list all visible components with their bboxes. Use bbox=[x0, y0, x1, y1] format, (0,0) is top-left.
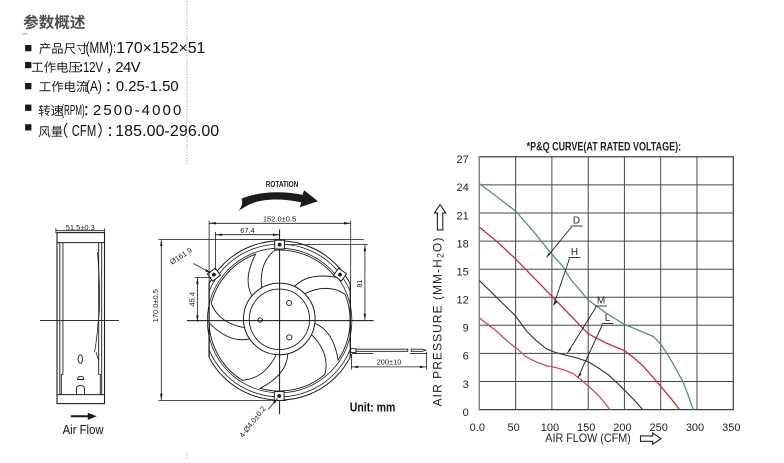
svg-text:200±10: 200±10 bbox=[377, 357, 402, 366]
svg-text:12: 12 bbox=[457, 295, 469, 307]
svg-text:6: 6 bbox=[463, 351, 469, 363]
svg-text:300: 300 bbox=[686, 422, 704, 434]
svg-text:21: 21 bbox=[457, 210, 469, 222]
svg-text:250: 250 bbox=[650, 422, 668, 434]
svg-text:24V: 24V bbox=[115, 59, 140, 76]
svg-text:100: 100 bbox=[541, 422, 559, 434]
svg-text:0.25-1.50: 0.25-1.50 bbox=[116, 78, 179, 95]
svg-text:27: 27 bbox=[457, 154, 469, 166]
svg-text:150: 150 bbox=[577, 422, 595, 434]
svg-text:(MM):: (MM): bbox=[86, 40, 117, 57]
svg-text:2500-4000: 2500-4000 bbox=[93, 102, 181, 119]
svg-text:(RPM): (RPM) bbox=[61, 102, 84, 119]
svg-text:152.0±0.5: 152.0±0.5 bbox=[263, 215, 296, 224]
svg-text:81: 81 bbox=[355, 279, 364, 287]
svg-text:0.0: 0.0 bbox=[470, 422, 485, 434]
svg-text:50: 50 bbox=[507, 422, 519, 434]
svg-text:18: 18 bbox=[457, 238, 469, 250]
svg-text:200: 200 bbox=[613, 422, 631, 434]
svg-text:185.00-296.00: 185.00-296.00 bbox=[115, 123, 219, 140]
svg-text:4-Ø4.0±0.2: 4-Ø4.0±0.2 bbox=[237, 404, 267, 439]
svg-text:51.5±0.3: 51.5±0.3 bbox=[66, 223, 95, 232]
svg-text:15: 15 bbox=[457, 267, 469, 279]
svg-text:Ø161.9: Ø161.9 bbox=[168, 246, 194, 267]
svg-text:Unit: mm: Unit: mm bbox=[350, 400, 396, 414]
svg-text:45.4: 45.4 bbox=[187, 292, 196, 307]
svg-text:24: 24 bbox=[457, 182, 469, 194]
svg-text:D: D bbox=[573, 216, 580, 227]
svg-text:3: 3 bbox=[463, 379, 469, 391]
svg-text:ROTATION: ROTATION bbox=[266, 180, 299, 189]
svg-text:Air Flow: Air Flow bbox=[63, 422, 105, 437]
svg-text:M: M bbox=[597, 296, 605, 307]
svg-text:12V: 12V bbox=[83, 59, 103, 76]
svg-text:9: 9 bbox=[463, 323, 469, 335]
svg-text:170×152×51: 170×152×51 bbox=[116, 40, 205, 57]
svg-text:*P&Q CURVE(AT RATED VOLTAGE):: *P&Q CURVE(AT RATED VOLTAGE): bbox=[527, 139, 682, 153]
svg-text:CFM: CFM bbox=[72, 123, 96, 140]
svg-text:67.4: 67.4 bbox=[240, 226, 255, 235]
svg-text:170.0±0.5: 170.0±0.5 bbox=[151, 289, 160, 322]
svg-text:L: L bbox=[605, 313, 611, 324]
svg-text:0: 0 bbox=[463, 407, 469, 419]
svg-text:AIR FLOW (CFM): AIR FLOW (CFM) bbox=[545, 431, 631, 445]
svg-text:350: 350 bbox=[722, 422, 740, 434]
svg-text:H: H bbox=[571, 247, 578, 258]
svg-text:AIR PRESSURE (MM-H2O): AIR PRESSURE (MM-H2O) bbox=[431, 237, 446, 407]
svg-text:(A): (A) bbox=[86, 78, 102, 95]
